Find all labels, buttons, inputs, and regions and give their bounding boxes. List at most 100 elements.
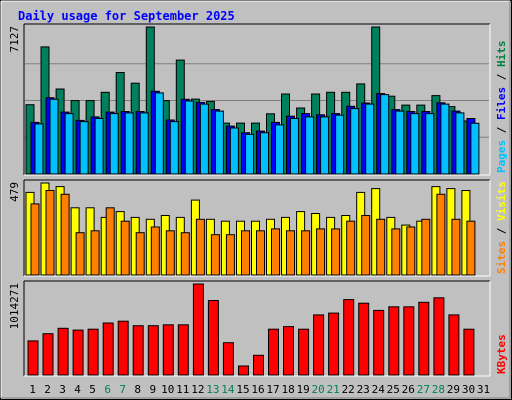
x-tick-label: 29 [447,383,460,396]
x-tick-label: 26 [402,383,415,396]
bar-sites-day-12 [195,218,205,276]
bar-sites-day-9 [150,226,160,276]
bar-sites-day-20 [316,228,326,276]
bar-sites-day-21 [331,228,341,276]
bar-sites-day-1 [30,203,40,276]
x-tick-label: 1 [29,383,36,396]
x-tick-label: 24 [372,383,386,396]
series-label: Pages / Files / Hits [495,41,508,174]
bar-pages-day-16 [260,132,269,175]
bar-pages-day-14 [229,127,239,175]
bar-kbytes-day-20 [313,314,325,376]
bar-kbytes-day-1 [27,340,39,376]
series-label: Sites / Visits [495,181,508,274]
series-label-part: Sites [495,241,508,274]
bar-sites-day-27 [421,218,431,276]
bar-pages-day-15 [245,133,254,175]
bar-kbytes-day-23 [358,302,370,376]
bar-pages-day-24 [380,94,390,175]
x-tick-label: 4 [74,383,81,396]
bar-sites-day-16 [256,230,265,276]
bar-sites-day-22 [346,220,356,276]
x-tick-label: 2 [44,383,51,396]
bar-pages-day-13 [214,110,224,175]
y-max-label: 479 [8,182,21,202]
bar-sites-day-15 [241,230,250,276]
bar-sites-day-29 [451,218,461,276]
series-label-part: / [495,67,508,87]
bar-pages-day-21 [335,114,345,175]
bar-kbytes-day-14 [222,342,234,376]
bar-kbytes-day-13 [207,300,219,376]
series-label-part: / [495,221,508,241]
series-label: KBytes [495,334,508,374]
bar-pages-day-18 [290,118,299,175]
panel-kbytes: 1014271 KBytes [8,280,508,377]
bar-pages-day-10 [169,121,179,175]
x-tick-label: 9 [149,383,156,396]
bar-sites-day-17 [271,228,280,276]
x-tick-label: 13 [206,383,219,396]
bar-kbytes-day-29 [448,314,460,376]
bar-sites-day-23 [361,215,371,276]
series-label-part: / [495,120,508,140]
bar-kbytes-day-24 [373,309,385,376]
bar-sites-day-14 [225,234,235,276]
bar-sites-day-2 [45,190,55,276]
bar-pages-day-9 [154,92,164,175]
x-tick-label: 12 [191,383,204,396]
bar-pages-day-30 [470,122,480,175]
bar-kbytes-day-19 [298,328,310,376]
y-max-label: 1014271 [8,283,21,329]
bar-kbytes-day-22 [343,299,355,376]
series-kbytes [27,283,475,376]
bar-pages-day-19 [305,116,315,175]
series-label-part: Pages [495,140,508,173]
bar-sites-day-10 [165,230,175,276]
bar-pages-day-17 [275,124,284,175]
bar-sites-day-19 [301,230,311,276]
x-tick-label: 20 [311,383,324,396]
x-tick-label: 14 [221,383,235,396]
series-label-part: Visits [495,181,508,221]
bar-pages-day-27 [425,113,435,175]
x-tick-label: 10 [161,383,174,396]
x-tick-label: 23 [357,383,370,396]
bar-kbytes-day-12 [192,283,204,376]
bar-kbytes-day-28 [433,297,445,376]
bar-sites-day-26 [406,226,416,276]
x-tick-label: 25 [387,383,400,396]
series-pages [34,92,480,175]
bar-sites-day-11 [180,232,190,276]
bar-pages-day-1 [34,123,44,175]
x-tick-label: 31 [477,383,490,396]
x-tick-label: 7 [119,383,126,396]
panel-visits-sites: 479 Sites / Visits [8,179,508,277]
series-label-part: KBytes [495,334,508,374]
series-label-part: Hits [495,41,508,68]
chart-panels: 7127 Pages / Files / Hits 479 Sites / Visit… [8,23,508,377]
bar-kbytes-day-3 [57,327,69,376]
bar-sites-day-4 [75,232,85,276]
bar-sites-day-6 [105,207,115,276]
x-tick-label: 8 [134,383,141,396]
x-tick-label: 30 [462,383,475,396]
bar-kbytes-day-30 [463,328,475,376]
bar-kbytes-day-11 [177,324,189,376]
bar-sites-day-8 [135,232,145,276]
panel-hits-files-pages: 7127 Pages / Files / Hits [8,23,508,176]
bar-pages-day-20 [320,116,330,175]
x-tick-label: 11 [176,383,189,396]
bar-pages-day-8 [139,112,149,175]
series-sites [30,190,476,276]
bar-pages-day-29 [455,112,465,175]
x-tick-label: 18 [281,383,294,396]
bar-pages-day-2 [49,98,59,175]
bar-sites-day-3 [60,193,70,276]
bar-kbytes-day-25 [388,306,400,376]
x-tick-label: 15 [236,383,249,396]
x-tick-label: 19 [296,383,309,396]
bar-pages-day-5 [94,118,104,175]
bar-pages-day-28 [440,103,450,175]
